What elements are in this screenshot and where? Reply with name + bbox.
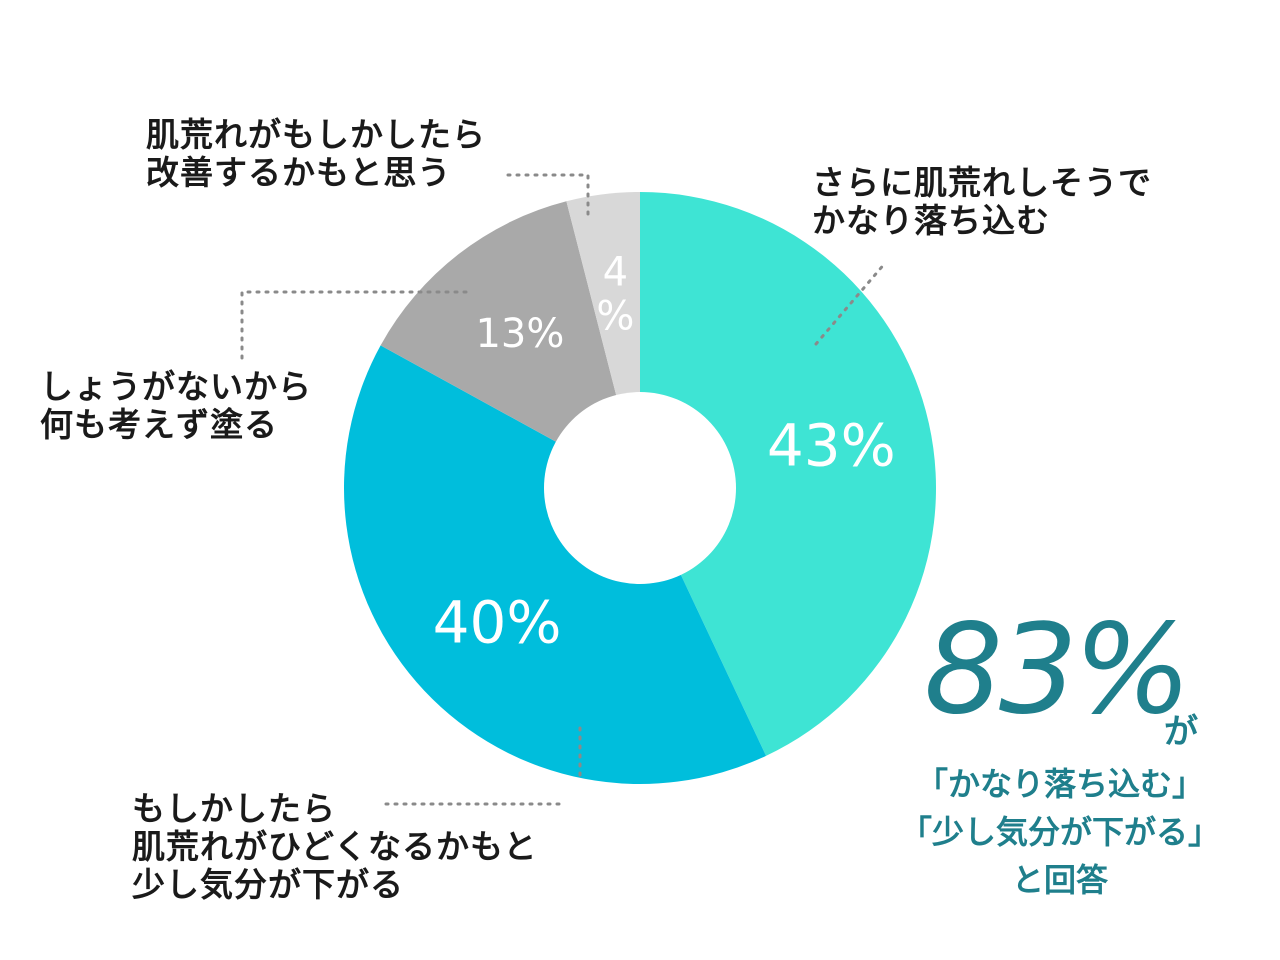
label-line: 肌荒れがひどくなるかもと — [132, 827, 538, 866]
donut-slice-1 — [640, 192, 937, 756]
label-line: 改善するかもと思う — [146, 153, 452, 192]
value-label-3: 13% — [475, 311, 564, 357]
leader-line-s2 — [240, 290, 468, 366]
label-line: 何も考えず塗る — [40, 405, 278, 444]
label-line: 肌荒れがもしかしたら — [146, 115, 486, 154]
summary-percentage: 83% — [924, 598, 1192, 742]
label-line: かなり落ち込む — [812, 201, 1050, 240]
label-line: もしかしたら — [132, 789, 336, 828]
summary-line: 「少し気分が下がる」 — [899, 813, 1220, 851]
donut-slice-3 — [380, 201, 640, 489]
leader-line-s0 — [814, 260, 888, 346]
label-line: さらに肌荒れしそうで — [812, 163, 1152, 202]
label-segment-3: しょうがないから 何も考えず塗る — [40, 368, 312, 444]
leader-line-s3 — [506, 173, 590, 222]
value-label-1: 43% — [767, 412, 896, 480]
label-segment-4: 肌荒れがもしかしたら 改善するかもと思う — [146, 116, 486, 192]
label-line: しょうがないから — [40, 367, 312, 406]
value-label-4: 4% — [596, 250, 634, 340]
label-segment-2: もしかしたら 肌荒れがひどくなるかもと 少し気分が下がる — [132, 790, 537, 904]
value-label-2: 40% — [433, 589, 562, 657]
donut-hole — [544, 392, 736, 584]
leader-line-s1 — [384, 726, 582, 806]
donut-slice-2 — [343, 345, 767, 785]
summary-line: 「かなり落ち込む」 — [915, 765, 1204, 803]
label-segment-1: さらに肌荒れしそうで かなり落ち込む — [812, 164, 1152, 240]
summary-line: と回答 — [1011, 861, 1108, 899]
summary-suffix: が — [1164, 712, 1198, 752]
summary-text: 「かなり落ち込む」 「少し気分が下がる」 と回答 — [880, 760, 1240, 904]
label-line: 少し気分が下がる — [132, 865, 404, 904]
